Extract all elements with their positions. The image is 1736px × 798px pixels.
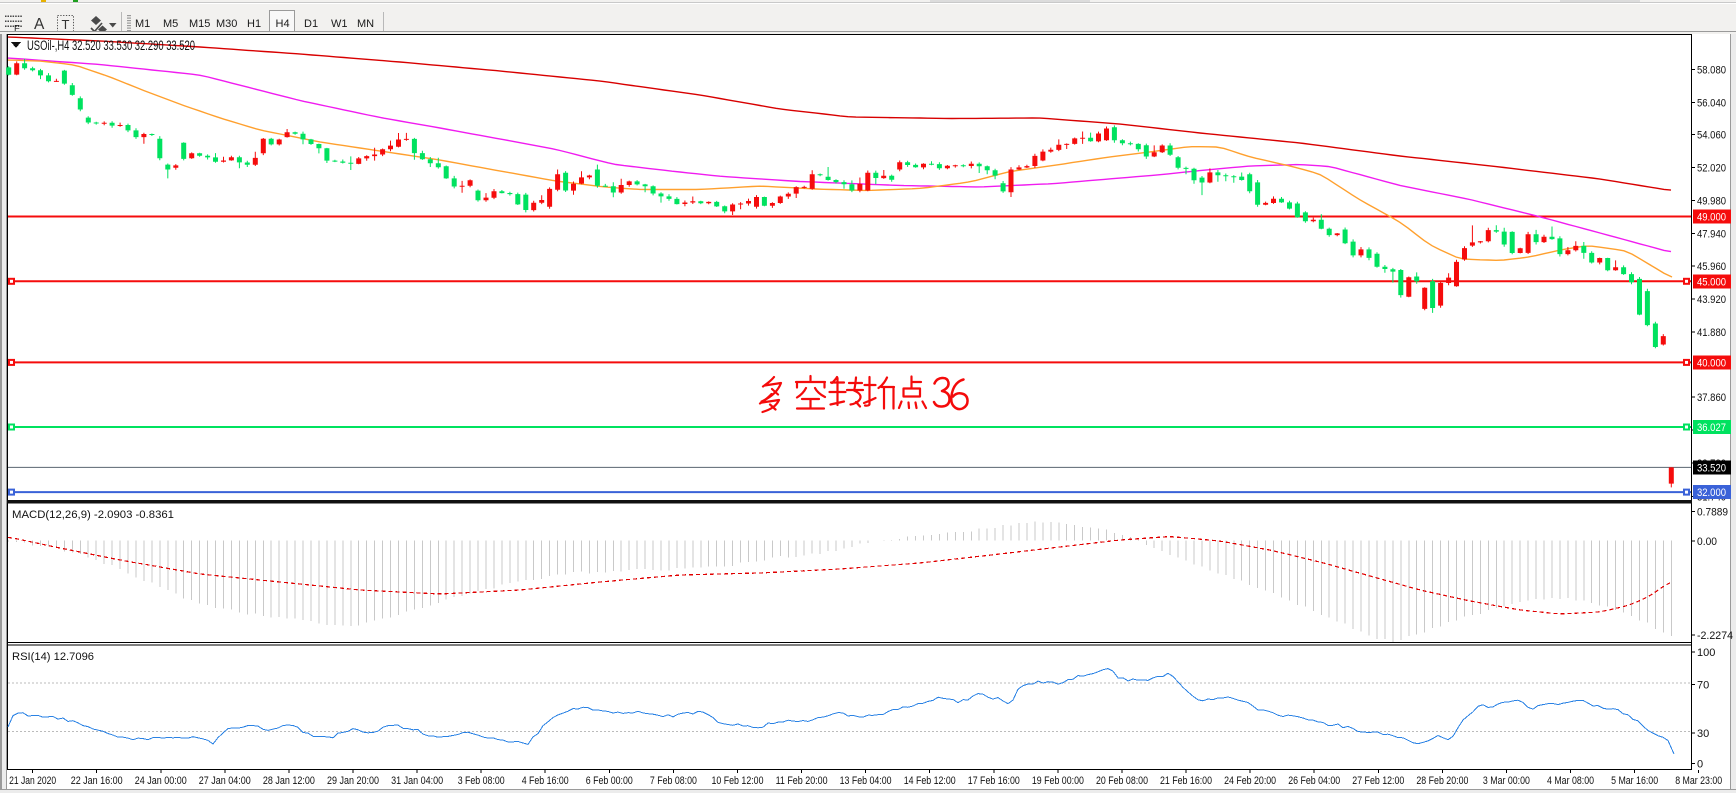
svg-text:0.00: 0.00 xyxy=(1697,536,1717,548)
svg-text:MN: MN xyxy=(357,18,374,30)
svg-text:5 Mar 16:00: 5 Mar 16:00 xyxy=(1611,775,1658,787)
svg-text:58.080: 58.080 xyxy=(1697,64,1726,76)
svg-text:M15: M15 xyxy=(189,18,210,30)
svg-text:40.000: 40.000 xyxy=(1697,357,1726,369)
svg-text:D1: D1 xyxy=(304,18,318,30)
svg-text:MACD(12,26,9) -2.0903 -0.8361: MACD(12,26,9) -2.0903 -0.8361 xyxy=(12,509,174,521)
svg-text:49.000: 49.000 xyxy=(1697,212,1726,224)
svg-text:3 Mar 00:00: 3 Mar 00:00 xyxy=(1483,775,1530,787)
svg-text:RSI(14) 12.7096: RSI(14) 12.7096 xyxy=(12,651,94,663)
svg-text:27 Feb 12:00: 27 Feb 12:00 xyxy=(1352,775,1404,787)
svg-text:54.060: 54.060 xyxy=(1697,130,1726,142)
svg-text:6 Feb 00:00: 6 Feb 00:00 xyxy=(586,775,633,787)
svg-text:37.860: 37.860 xyxy=(1697,392,1726,404)
svg-text:14 Feb 12:00: 14 Feb 12:00 xyxy=(904,775,956,787)
svg-text:49.980: 49.980 xyxy=(1697,196,1726,208)
svg-text:45.960: 45.960 xyxy=(1697,261,1726,273)
svg-text:H1: H1 xyxy=(247,18,261,30)
svg-text:10 Feb 12:00: 10 Feb 12:00 xyxy=(712,775,764,787)
svg-text:F: F xyxy=(14,24,20,33)
svg-text:32.000: 32.000 xyxy=(1697,487,1726,499)
svg-text:24 Feb 20:00: 24 Feb 20:00 xyxy=(1224,775,1276,787)
svg-text:A: A xyxy=(34,16,45,32)
svg-text:26 Feb 04:00: 26 Feb 04:00 xyxy=(1288,775,1340,787)
svg-text:4 Mar 08:00: 4 Mar 08:00 xyxy=(1547,775,1594,787)
svg-text:33.520: 33.520 xyxy=(1697,462,1726,474)
svg-text:W1: W1 xyxy=(331,18,348,30)
svg-text:21 Jan 2020: 21 Jan 2020 xyxy=(9,775,56,787)
svg-text:8 Mar 23:00: 8 Mar 23:00 xyxy=(1675,775,1722,787)
svg-text:M30: M30 xyxy=(216,18,237,30)
svg-text:36.027: 36.027 xyxy=(1697,422,1726,434)
svg-text:USOil-,H4 32.520 33.530 32.29: USOil-,H4 32.520 33.530 32.290 33.520 xyxy=(27,38,195,53)
svg-text:19 Feb 00:00: 19 Feb 00:00 xyxy=(1032,775,1084,787)
svg-text:H4: H4 xyxy=(276,18,290,30)
svg-text:0: 0 xyxy=(1697,759,1703,771)
svg-text:M1: M1 xyxy=(135,18,150,30)
svg-text:20 Feb 08:00: 20 Feb 08:00 xyxy=(1096,775,1148,787)
svg-text:43.920: 43.920 xyxy=(1697,294,1726,306)
svg-text:70: 70 xyxy=(1697,680,1709,692)
svg-text:3 Feb 08:00: 3 Feb 08:00 xyxy=(458,775,505,787)
svg-text:52.020: 52.020 xyxy=(1697,163,1726,175)
svg-text:M5: M5 xyxy=(163,18,178,30)
svg-text:17 Feb 16:00: 17 Feb 16:00 xyxy=(968,775,1020,787)
svg-text:11 Feb 20:00: 11 Feb 20:00 xyxy=(776,775,828,787)
svg-text:56.040: 56.040 xyxy=(1697,97,1726,109)
svg-text:24 Jan 00:00: 24 Jan 00:00 xyxy=(135,775,187,787)
svg-text:29 Jan 20:00: 29 Jan 20:00 xyxy=(327,775,379,787)
svg-text:47.940: 47.940 xyxy=(1697,229,1726,241)
svg-text:T: T xyxy=(62,17,70,32)
svg-text:27 Jan 04:00: 27 Jan 04:00 xyxy=(199,775,251,787)
svg-text:28 Jan 12:00: 28 Jan 12:00 xyxy=(263,775,315,787)
svg-text:-2.2274: -2.2274 xyxy=(1697,630,1733,642)
svg-text:31 Jan 04:00: 31 Jan 04:00 xyxy=(391,775,443,787)
svg-text:22 Jan 16:00: 22 Jan 16:00 xyxy=(71,775,123,787)
svg-text:7 Feb 08:00: 7 Feb 08:00 xyxy=(650,775,697,787)
svg-text:41.880: 41.880 xyxy=(1697,327,1726,339)
svg-text:13 Feb 04:00: 13 Feb 04:00 xyxy=(840,775,892,787)
svg-text:4 Feb 16:00: 4 Feb 16:00 xyxy=(522,775,569,787)
svg-text:30: 30 xyxy=(1697,728,1709,740)
svg-text:21 Feb 16:00: 21 Feb 16:00 xyxy=(1160,775,1212,787)
svg-text:28 Feb 20:00: 28 Feb 20:00 xyxy=(1416,775,1468,787)
svg-text:100: 100 xyxy=(1697,647,1715,659)
svg-text:0.7889: 0.7889 xyxy=(1697,506,1728,518)
svg-text:45.000: 45.000 xyxy=(1697,276,1726,288)
